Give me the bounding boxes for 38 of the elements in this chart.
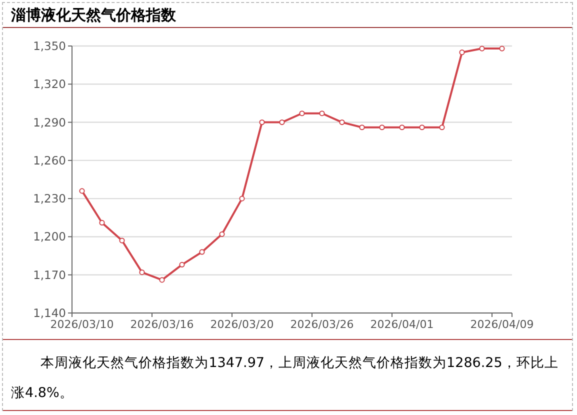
point [339,119,345,126]
x-tick-label: 2026/04/01 [370,318,434,331]
point [479,46,485,52]
point [259,119,265,126]
x-tick-label: 2026/03/16 [130,318,194,331]
x-tick-label: 2026/03/20 [210,318,274,331]
point [279,119,285,126]
y-tick-label: 1,290 [33,115,66,130]
point [199,249,205,255]
point [379,124,385,130]
x-tick-label: 2026/03/10 [50,318,114,331]
point [139,270,145,276]
point [359,124,365,130]
x-tick-label: 2026/03/26 [290,318,354,331]
point [79,188,85,194]
annotation: 本周液化天然气价格指数为1347.97，上周液化天然气价格指数为1286.25，环比上涨4.8%。 [3,339,572,411]
x-tick-label: 2026/04/09 [470,318,534,331]
point [459,50,465,56]
y-tick-label: 1,350 [33,39,66,53]
point [499,46,505,52]
point [399,124,405,130]
point [219,231,225,237]
y-tick-label: 1,320 [33,77,66,92]
point [299,110,305,116]
point [179,262,185,268]
point [119,238,125,244]
point [439,124,445,130]
y-tick-label: 1,260 [33,153,66,168]
point [159,277,165,283]
point [419,124,425,130]
y-tick-label: 1,230 [33,192,66,206]
point [319,110,325,116]
point [239,196,245,202]
point [99,220,105,226]
title: 淄博液化天然气价格指数 [11,6,176,25]
y-tick-label: 1,140 [33,306,66,320]
y-tick-label: 1,200 [33,230,66,244]
y-tick-label: 1,170 [33,268,66,282]
